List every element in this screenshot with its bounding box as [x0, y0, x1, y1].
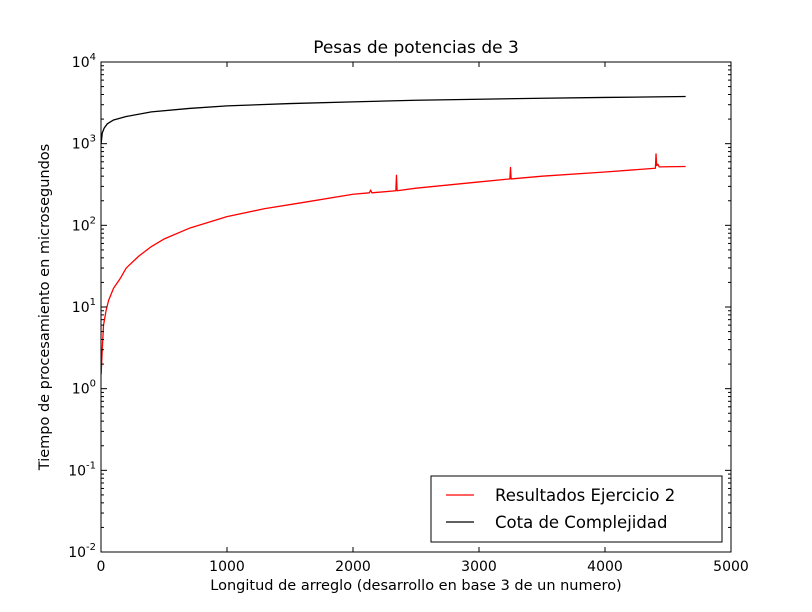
legend-entry-cota: Cota de Complejidad: [495, 513, 667, 532]
y-tick-base: 10: [72, 300, 90, 316]
y-tick-label: 104: [72, 52, 96, 71]
y-axis-label: Tiempo de procesamiento en microsegundos: [37, 144, 53, 471]
x-tick-label: 5000: [713, 559, 749, 575]
y-tick-label: 10-2: [68, 542, 96, 561]
y-tick-exponent: 1: [90, 297, 96, 308]
y-tick-base: 10: [68, 463, 86, 479]
y-tick-exponent: 2: [90, 215, 96, 226]
y-tick-label: 100: [72, 379, 96, 398]
y-tick-exponent: -2: [86, 542, 96, 553]
x-tick-label: 1000: [209, 559, 245, 575]
x-tick-label: 0: [97, 559, 106, 575]
y-tick-base: 10: [72, 218, 90, 234]
legend-box: [430, 475, 723, 543]
ticks-layer: 0 1000 2000 3000 4000 500010-210-110010110210…: [68, 52, 749, 575]
legend-entry-resultados: Resultados Ejercicio 2: [495, 486, 675, 505]
legend: Resultados Ejercicio 2 Cota de Complejid…: [430, 475, 723, 543]
series-line-resultados: [100, 153, 686, 375]
y-tick-label: 102: [72, 215, 96, 234]
y-tick-base: 10: [68, 545, 86, 561]
y-tick-base: 10: [72, 55, 90, 71]
series-layer: [100, 95, 686, 375]
y-tick-exponent: 3: [90, 134, 96, 145]
y-tick-label: 10-1: [68, 460, 96, 479]
y-tick-exponent: 0: [90, 379, 96, 390]
y-tick-exponent: 4: [90, 52, 96, 63]
x-tick-label: 2000: [335, 559, 371, 575]
y-tick-label: 103: [72, 134, 96, 153]
series-line-cota: [100, 95, 686, 144]
x-axis-label: Longitud de arreglo (desarrollo en base …: [210, 578, 621, 594]
x-tick-label: 4000: [587, 559, 623, 575]
chart-title: Pesas de potencias de 3: [313, 38, 519, 58]
x-tick-label: 3000: [461, 559, 497, 575]
y-tick-base: 10: [72, 137, 90, 153]
y-tick-exponent: -1: [86, 460, 96, 471]
y-tick-label: 101: [72, 297, 96, 316]
plot-area: [101, 62, 731, 552]
y-tick-base: 10: [72, 382, 90, 398]
